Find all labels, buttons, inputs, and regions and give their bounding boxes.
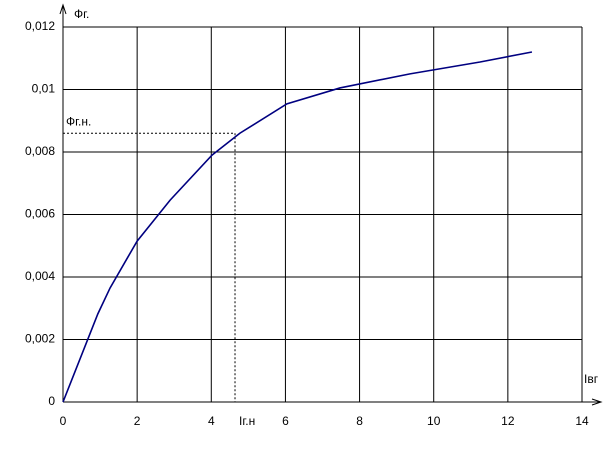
y-tick-label: 0,01 <box>32 82 56 96</box>
nominal-x-label: Iг.н <box>239 414 255 428</box>
x-axis-arrow <box>591 398 603 406</box>
x-tick-label: 0 <box>60 414 67 428</box>
y-tick-label: 0,012 <box>25 19 55 33</box>
y-tick-label: 0,008 <box>25 144 55 158</box>
curve <box>62 51 533 403</box>
y-tick-label: 0,004 <box>25 269 55 283</box>
x-tick-label: 2 <box>134 414 141 428</box>
x-tick-label: 10 <box>427 414 441 428</box>
y-tick-label: 0 <box>48 394 55 408</box>
y-tick-label: 0,002 <box>25 332 55 346</box>
x-tick-label: 4 <box>208 414 215 428</box>
y-tick-label: 0,006 <box>25 207 55 221</box>
y-axis-arrow <box>59 3 67 15</box>
y-axis-label: Фг. <box>74 7 89 21</box>
x-axis-label: Iвг <box>584 372 599 386</box>
x-tick-label: 14 <box>575 414 589 428</box>
nominal-y-label: Фг.н. <box>66 114 91 128</box>
x-tick-label: 8 <box>356 414 363 428</box>
x-tick-label: 12 <box>501 414 515 428</box>
x-tick-label: 6 <box>282 414 289 428</box>
